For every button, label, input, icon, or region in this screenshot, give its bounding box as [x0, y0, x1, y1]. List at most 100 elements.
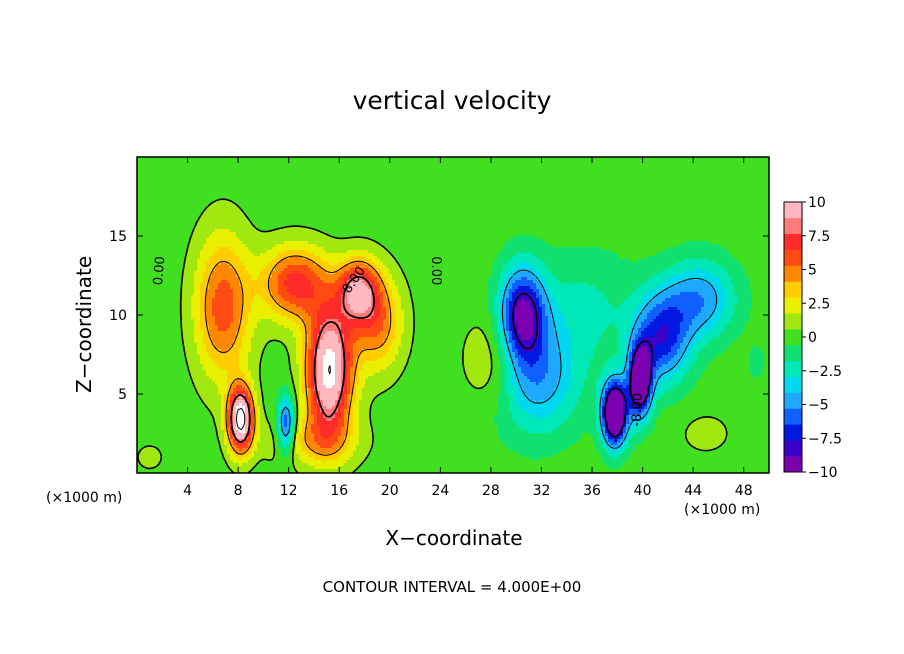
field-cell — [584, 214, 587, 217]
field-cell — [287, 172, 290, 175]
field-cell — [485, 169, 488, 172]
field-cell — [575, 178, 578, 181]
field-cell — [368, 217, 371, 220]
field-cell — [209, 166, 212, 169]
field-cell — [545, 181, 548, 184]
field-cell — [356, 217, 359, 220]
field-cell — [344, 175, 347, 178]
field-cell — [377, 199, 380, 202]
field-cell — [698, 202, 701, 205]
field-cell — [341, 184, 344, 187]
field-cell — [287, 214, 290, 217]
field-cell — [500, 214, 503, 217]
field-cell — [209, 181, 212, 184]
field-cell — [233, 163, 236, 166]
field-cell — [461, 208, 464, 211]
field-cell — [347, 175, 350, 178]
field-cell — [533, 181, 536, 184]
field-cell — [731, 199, 734, 202]
field-cell — [722, 211, 725, 214]
field-cell — [362, 181, 365, 184]
field-cell — [266, 226, 269, 229]
field-cell — [719, 220, 722, 223]
field-cell — [275, 220, 278, 223]
field-cell — [332, 193, 335, 196]
field-cell — [581, 160, 584, 163]
field-cell — [494, 187, 497, 190]
field-cell — [455, 175, 458, 178]
field-cell — [434, 181, 437, 184]
field-cell — [722, 184, 725, 187]
field-cell — [614, 160, 617, 163]
field-cell — [164, 163, 167, 166]
field-cell — [614, 172, 617, 175]
field-cell — [698, 175, 701, 178]
field-cell — [272, 169, 275, 172]
field-cell — [497, 223, 500, 226]
field-cell — [590, 190, 593, 193]
field-cell — [641, 184, 644, 187]
field-cell — [353, 172, 356, 175]
field-cell — [299, 169, 302, 172]
field-cell — [539, 223, 542, 226]
field-cell — [302, 205, 305, 208]
field-cell — [596, 214, 599, 217]
field-cell — [617, 193, 620, 196]
field-cell — [188, 184, 191, 187]
field-cell — [371, 190, 374, 193]
field-cell — [464, 178, 467, 181]
field-cell — [314, 193, 317, 196]
field-cell — [224, 208, 227, 211]
field-cell — [707, 190, 710, 193]
field-cell — [491, 205, 494, 208]
field-cell — [509, 190, 512, 193]
field-cell — [527, 214, 530, 217]
field-cell — [722, 223, 725, 226]
field-cell — [713, 223, 716, 226]
field-cell — [710, 187, 713, 190]
field-cell — [224, 175, 227, 178]
field-cell — [551, 190, 554, 193]
field-cell — [500, 199, 503, 202]
field-cell — [566, 223, 569, 226]
field-cell — [329, 196, 332, 199]
field-cell — [506, 169, 509, 172]
field-cell — [230, 184, 233, 187]
field-cell — [644, 199, 647, 202]
field-cell — [194, 190, 197, 193]
field-cell — [275, 175, 278, 178]
field-cell — [746, 181, 749, 184]
field-cell — [371, 202, 374, 205]
field-cell — [437, 205, 440, 208]
field-cell — [281, 202, 284, 205]
field-cell — [206, 199, 209, 202]
field-cell — [764, 196, 767, 199]
field-cell — [158, 223, 161, 226]
field-cell — [731, 214, 734, 217]
field-cell — [371, 184, 374, 187]
field-cell — [557, 181, 560, 184]
field-cell — [551, 196, 554, 199]
field-cell — [599, 160, 602, 163]
field-cell — [284, 208, 287, 211]
field-cell — [227, 202, 230, 205]
field-cell — [683, 196, 686, 199]
field-cell — [146, 202, 149, 205]
field-cell — [248, 211, 251, 214]
field-cell — [428, 214, 431, 217]
field-cell — [509, 172, 512, 175]
field-cell — [761, 184, 764, 187]
field-cell — [260, 163, 263, 166]
field-cell — [152, 205, 155, 208]
field-cell — [689, 202, 692, 205]
field-cell — [473, 190, 476, 193]
field-cell — [161, 184, 164, 187]
field-cell — [536, 199, 539, 202]
field-cell — [494, 160, 497, 163]
field-cell — [425, 169, 428, 172]
field-cell — [290, 220, 293, 223]
field-cell — [608, 199, 611, 202]
field-cell — [236, 199, 239, 202]
field-cell — [509, 181, 512, 184]
field-cell — [395, 163, 398, 166]
